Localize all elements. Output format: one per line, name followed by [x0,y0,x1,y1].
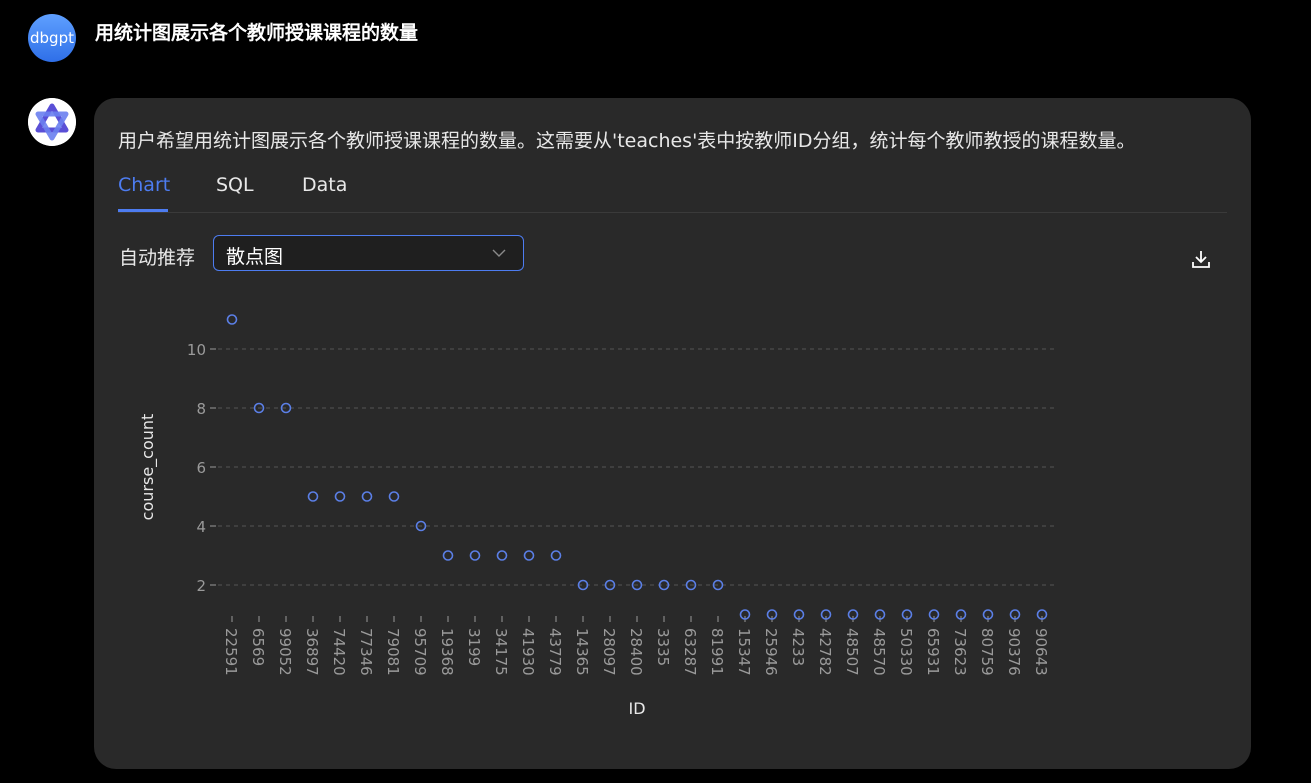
chart-type-select[interactable]: 散点图 [213,235,524,271]
y-tick-label: 4 [196,518,206,536]
data-point [469,550,481,561]
y-tick-label: 2 [196,577,206,595]
x-tick-label: 48507 [843,628,861,676]
x-tick-label: 80759 [978,628,996,676]
y-axis-title: course_count [138,414,158,521]
data-point [307,491,319,502]
x-tick-label: 43779 [546,628,564,676]
x-tick-label: 25946 [762,628,780,676]
data-point [874,609,886,620]
result-tabs: Chart SQL Data [118,172,1227,213]
data-point [685,579,697,591]
data-point [739,609,751,620]
user-question: 用统计图展示各个教师授课课程的数量 [95,22,419,44]
x-axis-title: ID [628,699,645,718]
x-tick-label: 14365 [573,628,591,676]
x-tick-label: 22591 [222,628,240,676]
assistant-avatar [28,98,76,146]
data-point [1009,609,1021,620]
x-tick-label: 41930 [519,628,537,676]
data-point [550,550,562,561]
tab-sql[interactable]: SQL [216,174,254,196]
data-point [388,491,400,502]
auto-recommend-label: 自动推荐 [119,247,196,269]
x-tick-label: 48570 [870,628,888,676]
data-point [658,579,670,591]
x-tick-label: 6569 [249,628,267,666]
y-tick-label: 10 [187,341,206,359]
download-icon[interactable] [1190,248,1212,270]
x-tick-label: 90643 [1032,628,1050,676]
data-point [901,609,913,620]
data-point [712,579,724,591]
data-point [631,579,643,591]
data-point [1036,609,1048,620]
x-tick-label: 28400 [627,628,645,676]
active-tab-indicator [118,209,168,212]
assistant-message-card: 用户希望用统计图展示各个教师授课课程的数量。这需要从'teaches'表中按教师… [94,98,1251,769]
x-tick-label: 42782 [816,628,834,676]
data-point [820,609,832,620]
chart-type-value: 散点图 [226,246,284,268]
data-point [415,520,427,532]
x-tick-label: 50330 [897,628,915,676]
x-tick-label: 79081 [384,628,402,676]
data-point [496,550,508,561]
x-tick-label: 77346 [357,628,375,676]
data-point [226,314,238,325]
x-tick-label: 81991 [708,628,726,676]
x-tick-label: 74420 [330,628,348,676]
data-point [280,402,292,414]
tab-data[interactable]: Data [302,174,348,196]
data-point [334,491,346,502]
x-tick-label: 90376 [1005,628,1023,676]
x-tick-label: 73623 [951,628,969,676]
data-point [847,609,859,620]
x-tick-label: 95709 [411,628,429,676]
tab-chart[interactable]: Chart [118,174,171,196]
x-tick-label: 99052 [276,628,294,676]
x-tick-label: 3335 [654,628,672,666]
x-tick-label: 28097 [600,628,618,676]
x-tick-label: 19368 [438,628,456,676]
x-tick-label: 36897 [303,628,321,676]
x-tick-label: 4233 [789,628,807,666]
data-point [928,609,940,620]
y-tick-label: 6 [196,459,206,477]
user-avatar: dbgpt [28,14,76,62]
chevron-down-icon [492,249,506,257]
data-point [982,609,994,620]
assistant-logo-icon [28,98,76,146]
data-point [604,579,616,591]
x-tick-label: 34175 [492,628,510,676]
data-point [577,579,589,591]
data-point [442,550,454,561]
data-point [766,609,778,620]
x-tick-label: 63287 [681,628,699,676]
data-point [793,609,805,620]
data-point [253,402,265,414]
scatter-chart: 2 4 6 8 10 course_count 22591 6569 99052 36897 744… [138,314,1054,718]
x-tick-label: 65931 [924,628,942,676]
data-point [361,491,373,502]
y-tick-label: 8 [196,400,206,418]
data-point [523,550,535,561]
assistant-summary: 用户希望用统计图展示各个教师授课课程的数量。这需要从'teaches'表中按教师… [118,130,1136,152]
data-point [955,609,967,620]
x-tick-label: 3199 [465,628,483,666]
x-tick-label: 15347 [735,628,753,676]
